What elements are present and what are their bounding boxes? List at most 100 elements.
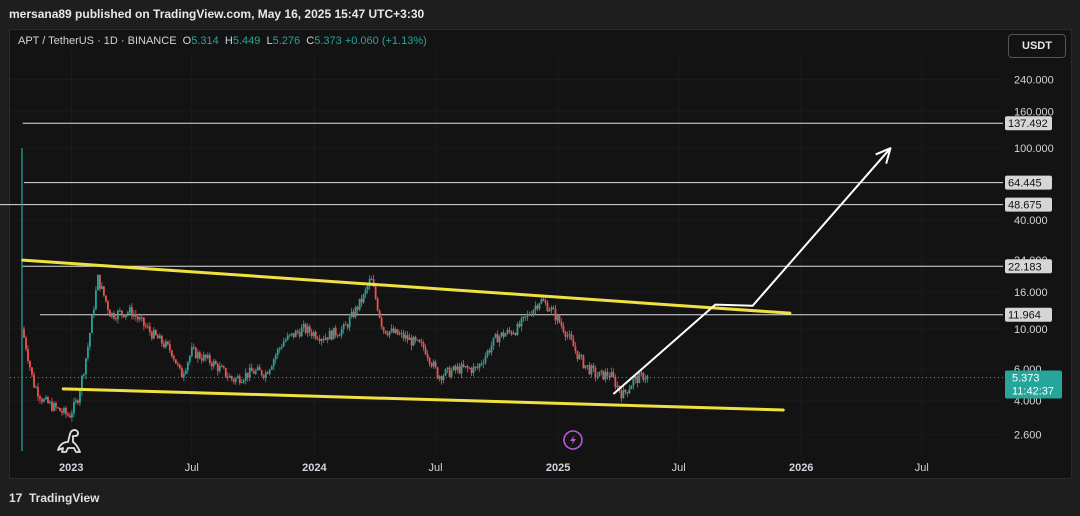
candle-body bbox=[162, 343, 165, 348]
x-tick-label: 2024 bbox=[302, 462, 327, 474]
y-tick-label: 10.000 bbox=[1014, 324, 1048, 336]
candle-body bbox=[522, 316, 525, 319]
candle-body bbox=[328, 330, 331, 340]
channel-lower-line bbox=[61, 387, 785, 412]
candle-body bbox=[354, 306, 357, 318]
y-tick-label: 2.600 bbox=[1014, 429, 1042, 441]
candle-body bbox=[43, 399, 45, 402]
candle-body bbox=[436, 367, 439, 379]
candle-body bbox=[626, 391, 629, 394]
candle-body bbox=[298, 332, 301, 337]
candle-body bbox=[310, 332, 313, 336]
candle-body bbox=[302, 324, 305, 328]
candle-body bbox=[560, 322, 563, 326]
candle-body bbox=[250, 367, 253, 372]
candle-body bbox=[218, 366, 221, 372]
candle-body bbox=[516, 323, 519, 335]
candle-body bbox=[276, 349, 279, 356]
candle-body bbox=[344, 324, 347, 326]
candle-body bbox=[446, 367, 449, 370]
candle-body bbox=[432, 361, 435, 367]
candle-body bbox=[348, 317, 351, 328]
candle-body bbox=[526, 313, 529, 317]
candle-body bbox=[238, 376, 241, 383]
candle-body bbox=[592, 365, 595, 368]
candle-body bbox=[188, 355, 191, 363]
candle-body bbox=[142, 317, 145, 326]
candle-body bbox=[232, 379, 235, 382]
candle-body bbox=[400, 332, 403, 334]
last-price-label: 5.373 bbox=[1012, 372, 1040, 384]
candle-body bbox=[588, 365, 591, 375]
candle-body bbox=[110, 312, 113, 317]
candle-body bbox=[178, 364, 181, 368]
candle-body bbox=[380, 317, 383, 327]
candle-body bbox=[334, 327, 337, 336]
candle-body bbox=[440, 376, 443, 381]
candle-body bbox=[582, 355, 585, 369]
candle-body bbox=[612, 371, 615, 378]
low-label: L bbox=[266, 35, 273, 47]
candle-body bbox=[33, 374, 35, 388]
lightning-icon[interactable] bbox=[563, 430, 583, 450]
candle-body bbox=[256, 367, 259, 371]
candle-body bbox=[640, 372, 643, 374]
candle-body bbox=[148, 326, 151, 332]
candle-body bbox=[554, 309, 557, 321]
candle-body bbox=[510, 331, 513, 335]
candle-body bbox=[242, 380, 245, 382]
candle-body bbox=[112, 312, 115, 319]
candle-body bbox=[234, 378, 237, 382]
candle-body bbox=[192, 347, 195, 349]
candle-body bbox=[538, 303, 541, 309]
candle-body bbox=[562, 325, 565, 332]
candle-body bbox=[202, 354, 205, 361]
candle-body bbox=[37, 387, 39, 397]
candle-body bbox=[101, 286, 103, 289]
candle-body bbox=[220, 366, 223, 368]
candle-body bbox=[146, 326, 149, 328]
candle-body bbox=[620, 391, 623, 399]
candle-body bbox=[240, 381, 243, 383]
candle-body bbox=[484, 356, 487, 363]
candle-body bbox=[552, 307, 555, 310]
level-tag bbox=[1005, 197, 1052, 212]
candle-body bbox=[632, 378, 635, 386]
low-value: 5.276 bbox=[272, 35, 301, 47]
candle-body bbox=[490, 345, 493, 353]
projection-arrowhead bbox=[875, 147, 892, 164]
candle-body bbox=[438, 376, 441, 379]
candle-body bbox=[630, 385, 633, 390]
candle-body bbox=[634, 376, 637, 379]
countdown-label: 11:42:37 bbox=[1012, 385, 1054, 397]
candle-body bbox=[646, 375, 649, 379]
candle-body bbox=[376, 298, 379, 311]
candle-body bbox=[530, 315, 533, 317]
tradingview-logo-icon: 17 bbox=[9, 491, 23, 505]
candle-body bbox=[360, 298, 363, 303]
candle-body bbox=[208, 355, 211, 363]
currency-button[interactable]: USDT bbox=[1008, 34, 1066, 58]
candle-body bbox=[85, 358, 87, 375]
candle-body bbox=[622, 389, 625, 399]
candle-body bbox=[520, 318, 523, 327]
candle-body bbox=[472, 366, 475, 373]
candle-body bbox=[83, 374, 85, 376]
level-tag bbox=[1005, 116, 1052, 131]
candle-body bbox=[51, 401, 53, 411]
candle-body bbox=[282, 341, 285, 347]
candle-body bbox=[236, 376, 239, 379]
candle-body bbox=[614, 377, 617, 387]
candle-body bbox=[470, 368, 473, 373]
candle-body bbox=[270, 366, 273, 370]
candle-body bbox=[45, 397, 47, 400]
candle-body bbox=[506, 329, 509, 334]
candle-body bbox=[390, 328, 393, 332]
candle-body bbox=[416, 339, 419, 341]
candle-body bbox=[29, 361, 31, 368]
y-tick-label: 240.000 bbox=[1014, 75, 1054, 87]
candle-body bbox=[126, 312, 129, 315]
candle-body bbox=[266, 372, 269, 374]
candle-body bbox=[224, 368, 227, 377]
